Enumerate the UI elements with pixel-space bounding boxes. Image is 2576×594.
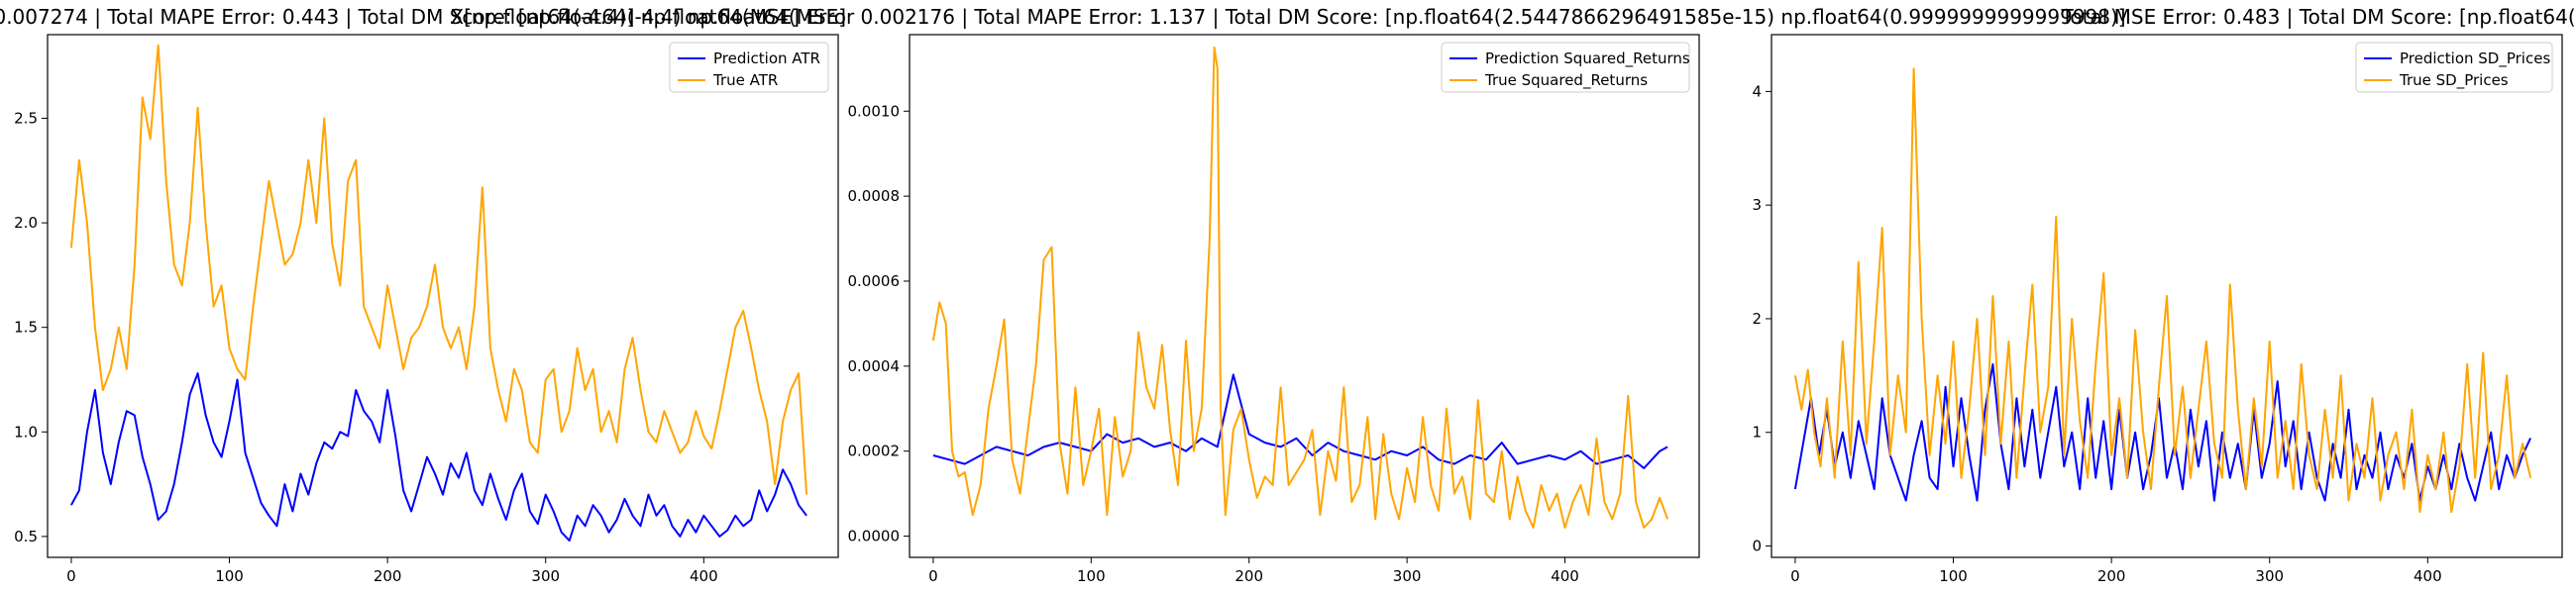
y-tick-label: 1: [1752, 424, 1762, 442]
legend: Prediction SD_Prices True SD_Prices: [2355, 42, 2553, 93]
y-tick-label: 3: [1752, 196, 1762, 214]
x-tick-label: 200: [2097, 567, 2126, 585]
x-tick-label: 400: [2414, 567, 2442, 585]
y-tick-label: 0.0000: [848, 528, 901, 545]
series-line-true: [931, 46, 1669, 529]
chart-panel-1: 0 100 200 300 400 0.5 1.0 1.5 2.0 2.5 3 - ATR | To…: [0, 5, 846, 585]
x-tick-label: 100: [215, 567, 244, 585]
y-tick-label: 0.0006: [848, 272, 901, 290]
y-tick-label: 2.5: [14, 109, 38, 127]
y-tick-label: 0.0002: [848, 443, 901, 460]
x-tick-label: 200: [1234, 567, 1263, 585]
legend-label: Prediction SD_Prices: [2400, 50, 2550, 68]
x-tick-label: 0: [1790, 567, 1800, 585]
legend-label: Prediction ATR: [713, 50, 820, 67]
y-tick-label: 1.5: [14, 319, 38, 337]
y-tick-label: 0: [1752, 538, 1762, 555]
series-line-true: [1793, 67, 2532, 514]
y-tick-label: 1.0: [14, 423, 38, 441]
axes-frame: [47, 34, 839, 558]
x-tick-label: 300: [2255, 567, 2284, 585]
legend: Prediction ATR True ATR: [669, 42, 829, 93]
x-tick-label: 300: [531, 567, 560, 585]
series-line-true: [69, 44, 808, 495]
chart-panel-3: 0 100 200 300 400 0 1 2 3 4 Total MSE Error: 0.483…: [1752, 5, 2576, 585]
y-tick-label: 2.0: [14, 214, 38, 232]
legend-label: True ATR: [712, 71, 778, 89]
x-tick-label: 0: [928, 567, 938, 585]
chart-title: X[np.float64(-4.4)] np.float64(MSE] Erro…: [450, 5, 2125, 29]
x-tick-label: 400: [690, 567, 718, 585]
legend-box: [2355, 42, 2553, 93]
axes-frame: [909, 34, 1700, 558]
x-tick-label: 0: [66, 567, 76, 585]
y-tick-label: 0.0008: [848, 187, 901, 205]
legend-box: [1441, 42, 1690, 93]
series-line-prediction: [1793, 362, 2532, 502]
legend-label: True SD_Prices: [2399, 71, 2509, 90]
legend-label: True Squared_Returns: [1484, 71, 1648, 90]
x-tick-label: 400: [1551, 567, 1579, 585]
chart-panel-2: 0 100 200 300 4000.00000.00020.00040.00060.0…: [450, 5, 2125, 585]
legend-label: Prediction Squared_Returns: [1485, 50, 1690, 68]
axes-frame: [1771, 34, 2563, 558]
x-tick-label: 100: [1077, 567, 1106, 585]
y-tick-label: 4: [1752, 82, 1762, 100]
legend-box: [669, 42, 829, 93]
y-tick-label: 0.0010: [848, 102, 901, 120]
series-line-prediction: [932, 373, 1668, 469]
legend: Prediction Squared_Returns True Squared_R…: [1441, 42, 1690, 93]
y-tick-label: 0.0004: [848, 357, 901, 375]
chart-title: Total MSE Error: 0.483 | Total DM Score:…: [2061, 5, 2576, 29]
x-tick-label: 200: [374, 567, 402, 585]
series-line-prediction: [70, 372, 807, 543]
x-tick-label: 100: [1939, 567, 1968, 585]
chart-title: 3 - ATR | Total MSE Error 0.007274 | Tot…: [0, 5, 846, 29]
y-tick-label: 2: [1752, 310, 1762, 328]
x-tick-label: 300: [1393, 567, 1422, 585]
y-tick-label: 0.5: [14, 528, 38, 545]
